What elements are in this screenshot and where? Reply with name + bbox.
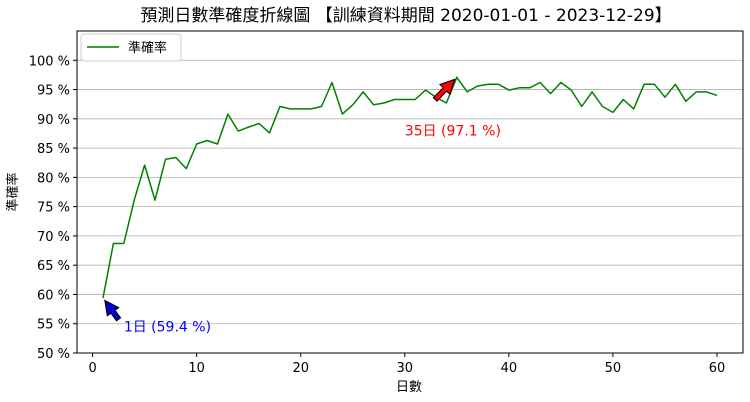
annotation-arrow	[432, 78, 456, 102]
x-tick-label: 30	[397, 361, 414, 376]
y-tick-label: 50 %	[37, 347, 70, 362]
y-tick-label: 85 %	[37, 142, 70, 157]
y-tick-label: 65 %	[37, 259, 70, 274]
x-tick-label: 40	[501, 361, 518, 376]
y-tick-label: 55 %	[37, 318, 70, 333]
x-tick-label: 0	[88, 361, 96, 376]
y-axis-ticks: 50 % 55 % 60 % 65 % 70 % 75 % 80 % 85 % 90 % 95 %…	[29, 54, 77, 362]
x-tick-label: 60	[709, 361, 726, 376]
series-line	[102, 76, 718, 299]
legend: 準確率	[80, 33, 182, 62]
legend-box	[80, 33, 182, 62]
y-tick-label: 60 %	[37, 288, 70, 303]
chart-title: 預測日數準確度折線圖 【訓練資料期間 2020-01-01 - 2023-12-…	[140, 6, 671, 26]
grid-lines	[77, 59, 743, 354]
x-tick-label: 50	[605, 361, 622, 376]
annotation-label: 1日 (59.4 %)	[124, 320, 211, 336]
series-layer	[102, 76, 718, 299]
legend-label: 準確率	[128, 40, 167, 56]
x-tick-label: 20	[292, 361, 309, 376]
y-tick-label: 80 %	[37, 171, 70, 186]
y-axis-label: 準確率	[5, 172, 21, 211]
y-tick-label: 95 %	[37, 84, 70, 99]
annotation-label: 35日 (97.1 %)	[405, 124, 501, 140]
x-tick-label: 10	[188, 361, 205, 376]
plot-frame	[76, 30, 744, 354]
y-tick-label: 100 %	[29, 54, 70, 69]
y-tick-label: 90 %	[37, 113, 70, 128]
x-axis-label: 日數	[396, 380, 422, 395]
y-tick-label: 75 %	[37, 201, 70, 216]
annotation-arrow	[104, 299, 122, 322]
x-axis-ticks: 0 10 20 30 40 50 60	[88, 353, 725, 376]
y-tick-label: 70 %	[37, 230, 70, 245]
annotations: 1日 (59.4 %) 35日 (97.1 %)	[104, 78, 501, 336]
